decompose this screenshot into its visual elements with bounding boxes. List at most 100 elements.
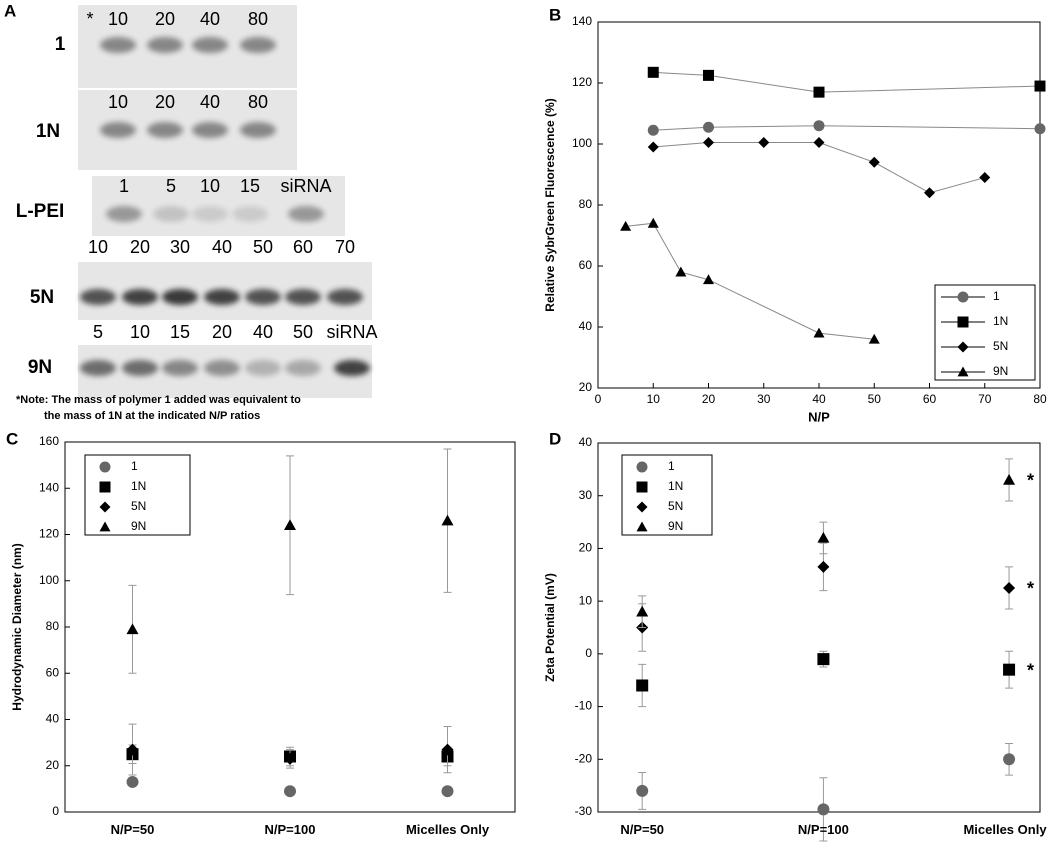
lane-label: 10 (200, 176, 220, 196)
lane-label: 50 (293, 322, 313, 342)
legend-label: 9N (668, 519, 683, 533)
marker (620, 220, 632, 231)
lane-label: 40 (253, 322, 273, 342)
marker (979, 172, 991, 184)
marker (284, 785, 296, 798)
x-tick-label: N/P=100 (797, 822, 849, 837)
gel-note: *Note: The mass of polymer 1 added was e… (16, 394, 301, 406)
y-tick-label: 10 (579, 593, 593, 607)
gel-image (92, 176, 345, 236)
lane-label: 20 (155, 9, 175, 29)
marker (813, 327, 825, 338)
marker (647, 66, 659, 78)
panel-label: B (549, 5, 561, 24)
lane-label: 15 (240, 176, 260, 196)
gel-row-label: 1 (55, 34, 66, 55)
marker (647, 124, 659, 136)
marker (868, 333, 880, 344)
y-axis-label: Relative SybrGreen Fluorescence (%) (543, 98, 557, 311)
gel-band (122, 289, 158, 305)
gel-band (240, 122, 276, 138)
marker (647, 217, 659, 228)
marker (817, 531, 830, 543)
series-line (653, 141, 985, 194)
marker (703, 121, 714, 133)
gel-row-label: 9N (28, 357, 52, 378)
y-tick-label: 140 (39, 480, 59, 494)
marker (813, 86, 825, 98)
lane-label: 60 (293, 237, 313, 257)
gel-band (204, 289, 240, 305)
lane-label: 40 (200, 92, 220, 112)
legend-label: 1 (131, 459, 138, 473)
gel-band (232, 206, 268, 222)
legend-marker (99, 501, 111, 513)
lane-label: 15 (170, 322, 190, 342)
legend-marker (636, 521, 648, 532)
marker (284, 752, 296, 765)
legend-label: 5N (131, 499, 146, 513)
x-tick-label: Micelles Only (405, 822, 490, 837)
annotation: * (1027, 660, 1034, 680)
marker (636, 605, 649, 617)
x-tick-label: 50 (868, 392, 882, 406)
legend-marker (99, 481, 111, 493)
gel-band (285, 289, 321, 305)
gel-band (192, 122, 228, 138)
marker (813, 136, 825, 148)
legend-marker (636, 501, 648, 513)
y-tick-label: 120 (572, 75, 592, 89)
gel-row-label: 5N (30, 287, 54, 308)
legend-marker (99, 521, 111, 532)
marker (126, 623, 139, 635)
marker (758, 136, 770, 148)
panel-label: A (4, 1, 16, 20)
legend-marker (957, 366, 969, 377)
y-axis-label: Hydrodynamic Diameter (nm) (10, 543, 24, 710)
lane-label: 70 (335, 237, 355, 257)
lane-label: 20 (130, 237, 150, 257)
lane-label: 20 (212, 322, 232, 342)
y-tick-label: 40 (46, 712, 60, 726)
lane-label: 10 (108, 9, 128, 29)
marker (1003, 581, 1016, 594)
legend-label: 1N (993, 314, 1008, 328)
marker (636, 679, 649, 692)
y-tick-label: 120 (39, 527, 59, 541)
gel-band (100, 122, 136, 138)
gel-band (147, 37, 183, 53)
y-tick-label: 0 (52, 804, 59, 818)
legend-label: 5N (668, 499, 683, 513)
x-axis-label: N/P (808, 409, 830, 424)
marker (636, 784, 649, 797)
y-tick-label: 100 (572, 136, 592, 150)
legend-label: 1 (993, 289, 1000, 303)
y-tick-label: 40 (579, 435, 593, 449)
gel-band (245, 360, 281, 376)
y-tick-label: 80 (579, 197, 593, 211)
x-tick-label: 40 (812, 392, 826, 406)
marker (1003, 473, 1016, 485)
gel-band (240, 37, 276, 53)
x-tick-label: 70 (978, 392, 992, 406)
gel-band (80, 360, 116, 376)
annotation: * (1027, 579, 1034, 599)
legend-box (621, 454, 713, 536)
gel-band (153, 206, 189, 222)
lane-label: 30 (170, 237, 190, 257)
lane-label: 1 (119, 176, 129, 196)
lane-label: 80 (248, 9, 268, 29)
legend-box (934, 284, 1036, 381)
x-tick-label: 0 (595, 392, 602, 406)
y-tick-label: 20 (46, 758, 60, 772)
x-tick-label: N/P=50 (620, 822, 665, 837)
gel-band (80, 289, 116, 305)
marker (441, 514, 454, 526)
marker (1034, 80, 1046, 92)
lane-label: siRNA (280, 176, 331, 196)
x-tick-label: 60 (923, 392, 937, 406)
lane-label: 10 (130, 322, 150, 342)
lane-label: 40 (200, 9, 220, 29)
y-axis-label: Zeta Potential (mV) (543, 573, 557, 682)
gel-band (192, 206, 228, 222)
